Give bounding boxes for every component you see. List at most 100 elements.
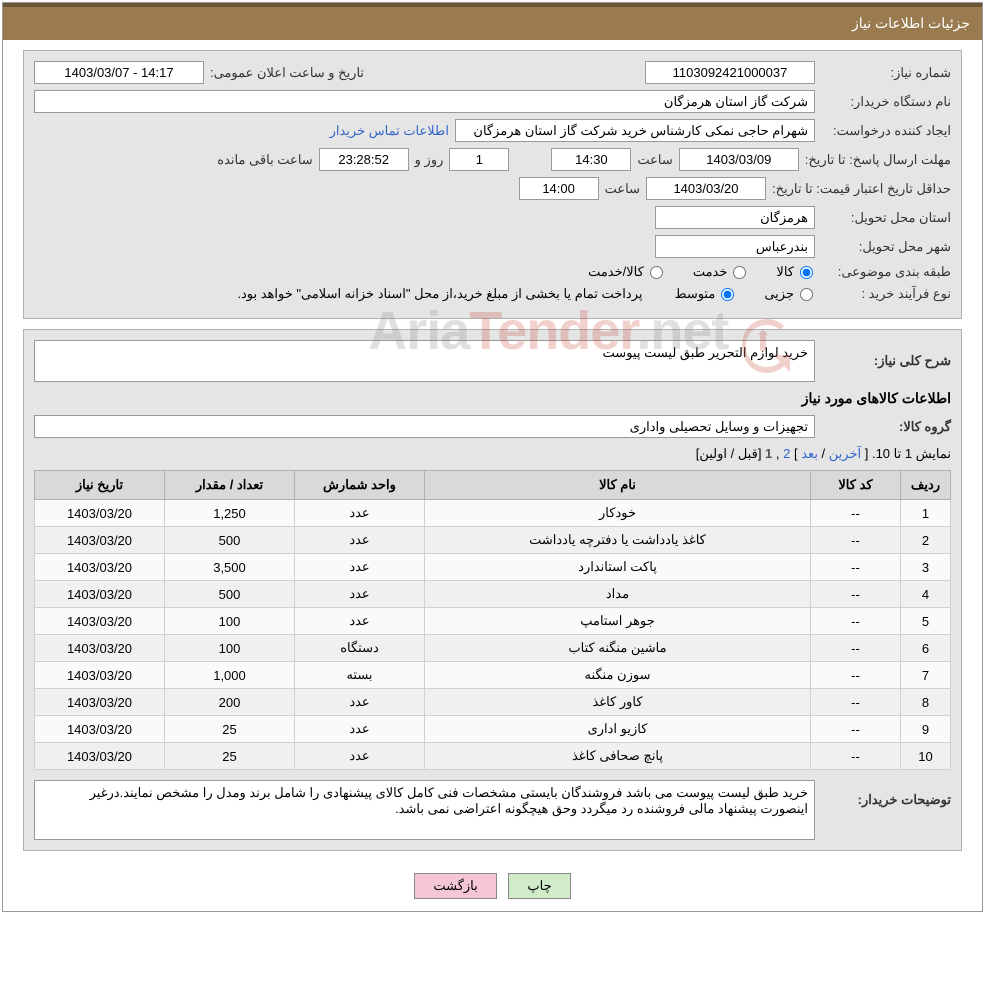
table-row: 7--سوزن منگنهبسته1,0001403/03/20 xyxy=(35,662,951,689)
table-cell: سوزن منگنه xyxy=(425,662,811,689)
table-cell: ماشین منگنه کتاب xyxy=(425,635,811,662)
table-cell: 100 xyxy=(165,608,295,635)
items-table: ردیف کد کالا نام کالا واحد شمارش تعداد /… xyxy=(34,470,951,770)
table-cell: 2 xyxy=(901,527,951,554)
need-number-field xyxy=(645,61,815,84)
remaining-label: ساعت باقی مانده xyxy=(217,152,312,168)
row-notes: توضیحات خریدار: خرید طبق لیست پیوست می ب… xyxy=(34,780,951,840)
th-row: ردیف xyxy=(901,471,951,500)
pg-sep3: [ xyxy=(758,446,765,461)
table-cell: جوهر استامپ xyxy=(425,608,811,635)
row-process: نوع فرآیند خرید : جزیی متوسط پرداخت تمام… xyxy=(34,286,951,302)
th-date: تاریخ نیاز xyxy=(35,471,165,500)
back-button[interactable]: بازگشت xyxy=(414,873,496,899)
notes-label: توضیحات خریدار: xyxy=(821,780,951,808)
cat-goods-label: کالا xyxy=(776,264,794,280)
print-button[interactable]: چاپ xyxy=(508,873,570,899)
pagination: نمایش 1 تا 10. [ آخرین / بعد ] 2 , 1 [قب… xyxy=(34,446,951,462)
table-cell: 3,500 xyxy=(165,554,295,581)
table-row: 4--مدادعدد5001403/03/20 xyxy=(35,581,951,608)
table-cell: -- xyxy=(811,500,901,527)
page-header: جزئیات اطلاعات نیاز xyxy=(3,3,982,40)
main-container: جزئیات اطلاعات نیاز AriaTender.net شماره… xyxy=(2,2,983,912)
category-radio-group: کالا خدمت کالا/خدمت xyxy=(588,264,815,280)
row-buyer-org: نام دستگاه خریدار: xyxy=(34,90,951,113)
button-row: چاپ بازگشت xyxy=(3,861,982,911)
buyer-org-field xyxy=(34,90,815,113)
table-cell: عدد xyxy=(295,743,425,770)
city-label: شهر محل تحویل: xyxy=(821,239,951,255)
table-cell: 25 xyxy=(165,716,295,743)
summary-field: خرید لوازم التحریر طبق لیست پیوست xyxy=(34,340,815,382)
th-code: کد کالا xyxy=(811,471,901,500)
table-cell: 1403/03/20 xyxy=(35,500,165,527)
table-cell: 1403/03/20 xyxy=(35,581,165,608)
cat-service-radio[interactable] xyxy=(733,266,746,279)
announce-label: تاریخ و ساعت اعلان عمومی: xyxy=(210,65,364,81)
table-cell: -- xyxy=(811,581,901,608)
page-title: جزئیات اطلاعات نیاز xyxy=(852,15,970,31)
buyer-org-label: نام دستگاه خریدار: xyxy=(821,94,951,110)
cat-goods-service-radio[interactable] xyxy=(650,266,663,279)
table-cell: عدد xyxy=(295,581,425,608)
table-cell: 3 xyxy=(901,554,951,581)
table-cell: -- xyxy=(811,608,901,635)
table-cell: عدد xyxy=(295,689,425,716)
table-cell: 1,000 xyxy=(165,662,295,689)
row-group: گروه کالا: xyxy=(34,415,951,438)
table-cell: 1403/03/20 xyxy=(35,635,165,662)
table-cell: عدد xyxy=(295,554,425,581)
table-cell: 9 xyxy=(901,716,951,743)
pg-sep2: ] xyxy=(790,446,801,461)
table-cell: عدد xyxy=(295,527,425,554)
table-cell: پانچ صحافی کاغذ xyxy=(425,743,811,770)
table-cell: 1403/03/20 xyxy=(35,743,165,770)
table-cell: دستگاه xyxy=(295,635,425,662)
row-city: شهر محل تحویل: xyxy=(34,235,951,258)
min-valid-time-field xyxy=(519,177,599,200)
requester-label: ایجاد کننده درخواست: xyxy=(821,123,951,139)
cat-goods-service-label: کالا/خدمت xyxy=(588,264,644,280)
countdown-field xyxy=(319,148,409,171)
buyer-contact-link[interactable]: اطلاعات تماس خریدار xyxy=(330,123,449,139)
process-minor-radio[interactable] xyxy=(800,288,813,301)
table-cell: پاکت استاندارد xyxy=(425,554,811,581)
table-row: 8--کاور کاغذعدد2001403/03/20 xyxy=(35,689,951,716)
process-radio-group: جزیی متوسط xyxy=(674,286,815,302)
pg-next-link[interactable]: بعد xyxy=(801,446,818,461)
table-cell: 1403/03/20 xyxy=(35,716,165,743)
table-row: 5--جوهر استامپعدد1001403/03/20 xyxy=(35,608,951,635)
info-panel: شماره نیاز: تاریخ و ساعت اعلان عمومی: نا… xyxy=(23,50,962,319)
th-qty: تعداد / مقدار xyxy=(165,471,295,500)
process-label: نوع فرآیند خرید : xyxy=(821,286,951,302)
row-province: استان محل تحویل: xyxy=(34,206,951,229)
table-cell: 1403/03/20 xyxy=(35,662,165,689)
city-field xyxy=(655,235,815,258)
table-cell: 500 xyxy=(165,527,295,554)
table-cell: عدد xyxy=(295,716,425,743)
row-requester: ایجاد کننده درخواست: اطلاعات تماس خریدار xyxy=(34,119,951,142)
pg-last-link[interactable]: آخرین xyxy=(829,446,861,461)
table-row: 1--خودکارعدد1,2501403/03/20 xyxy=(35,500,951,527)
table-row: 3--پاکت استانداردعدد3,5001403/03/20 xyxy=(35,554,951,581)
cat-goods-radio[interactable] xyxy=(800,266,813,279)
announce-field xyxy=(34,61,204,84)
process-medium-radio[interactable] xyxy=(721,288,734,301)
table-row: 9--کازیو اداریعدد251403/03/20 xyxy=(35,716,951,743)
table-cell: عدد xyxy=(295,500,425,527)
pg-prev: قبل xyxy=(738,446,758,461)
table-cell: عدد xyxy=(295,608,425,635)
min-valid-date-field xyxy=(646,177,766,200)
pg-page1-current: 1 xyxy=(765,446,772,461)
table-cell: 10 xyxy=(901,743,951,770)
row-reply-deadline: مهلت ارسال پاسخ: تا تاریخ: ساعت روز و سا… xyxy=(34,148,951,171)
items-section-title: اطلاعات کالاهای مورد نیاز xyxy=(34,390,951,407)
group-label: گروه کالا: xyxy=(821,419,951,435)
table-cell: -- xyxy=(811,662,901,689)
process-minor-label: جزیی xyxy=(764,286,794,302)
payment-note: پرداخت تمام یا بخشی از مبلغ خرید،از محل … xyxy=(237,286,642,302)
th-name: نام کالا xyxy=(425,471,811,500)
category-label: طبقه بندی موضوعی: xyxy=(821,264,951,280)
table-row: 6--ماشین منگنه کتابدستگاه1001403/03/20 xyxy=(35,635,951,662)
row-min-valid: حداقل تاریخ اعتبار قیمت: تا تاریخ: ساعت xyxy=(34,177,951,200)
